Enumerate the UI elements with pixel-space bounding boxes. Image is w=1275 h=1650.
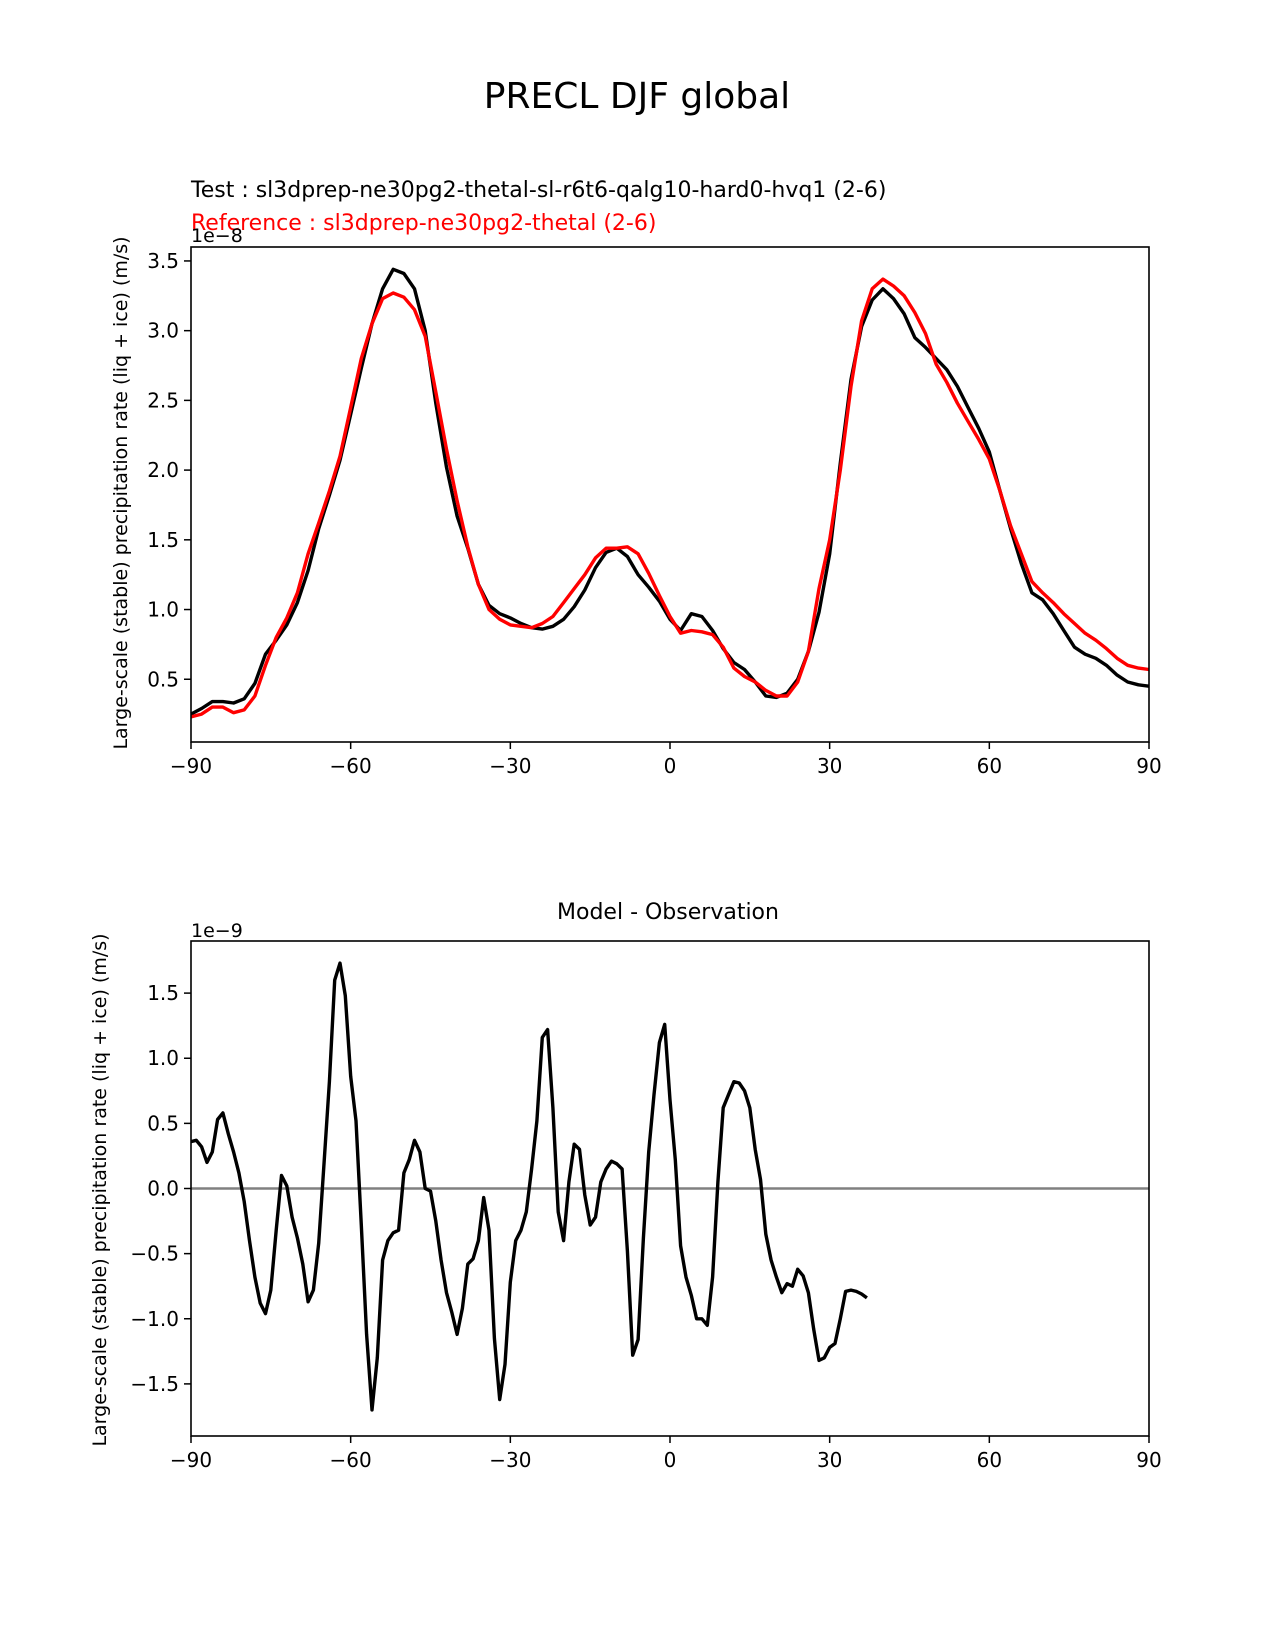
bottom-y-tick-label: −1.0 <box>130 1307 179 1331</box>
bottom-x-tick-label: −60 <box>330 1448 372 1472</box>
bottom-y-tick-label: 0.5 <box>147 1111 179 1135</box>
bottom-y-tick-label: 1.0 <box>147 1046 179 1070</box>
top-y-tick-label: 2.5 <box>147 388 179 412</box>
top-x-tick-label: −30 <box>489 754 531 778</box>
bottom-x-tick-label: −90 <box>170 1448 212 1472</box>
bottom-x-tick-label: −30 <box>489 1448 531 1472</box>
top-x-tick-label: −90 <box>170 754 212 778</box>
test-case-label: Test : sl3dprep-ne30pg2-thetal-sl-r6t6-q… <box>190 178 886 203</box>
bottom-chart: Model - Observation 1e−9 Large-scale (st… <box>89 900 1162 1472</box>
bottom-x-tick-label: 0 <box>664 1448 677 1472</box>
bottom-y-tick-label: −0.5 <box>130 1242 179 1266</box>
bottom-x-tick-label: 90 <box>1136 1448 1161 1472</box>
top-y-axis-label: Large-scale (stable) precipitation rate … <box>110 236 132 749</box>
top-y-tick-label: 2.0 <box>147 458 179 482</box>
top-y-tick-label: 1.0 <box>147 598 179 622</box>
reference-case-label: Reference : sl3dprep-ne30pg2-thetal (2-6… <box>191 211 656 236</box>
bottom-x-tick-label: 60 <box>977 1448 1002 1472</box>
top-y-tick-label: 1.5 <box>147 528 179 552</box>
top-x-tick-label: 30 <box>817 754 842 778</box>
bottom-y-tick-label: 1.5 <box>147 981 179 1005</box>
bottom-y-tick-label: −1.5 <box>130 1372 179 1396</box>
bottom-chart-title: Model - Observation <box>557 900 779 925</box>
bottom-series-line-1 <box>190 961 868 1412</box>
top-chart: Test : sl3dprep-ne30pg2-thetal-sl-r6t6-q… <box>110 178 1162 778</box>
top-series-line-2 <box>190 277 1150 719</box>
top-y-tick-label: 0.5 <box>147 667 179 691</box>
bottom-y-offset-label: 1e−9 <box>191 920 243 942</box>
bottom-x-tick-label: 30 <box>817 1448 842 1472</box>
top-plot-area: −90 −60 −30 0 30 60 90 0.5 1.0 1.5 2.0 2.5 3.0 3.5 <box>147 246 1162 778</box>
top-x-tick-label: −60 <box>330 754 372 778</box>
figure-title: PRECL DJF global <box>484 76 790 117</box>
bottom-y-tick-label: 0.0 <box>147 1177 179 1201</box>
top-y-tick-label: 3.5 <box>147 249 179 273</box>
top-y-offset-label: 1e−8 <box>191 225 243 247</box>
top-x-tick-label: 0 <box>664 754 677 778</box>
bottom-plot-area: −90 −60 −30 0 30 60 90 −1.5 −1.0 −0.5 0.0 0.5 1.0 1.5 <box>130 940 1162 1472</box>
bottom-y-axis-label: Large-scale (stable) precipitation rate … <box>89 933 111 1446</box>
top-x-tick-label: 60 <box>977 754 1002 778</box>
top-y-tick-label: 3.0 <box>147 319 179 343</box>
top-x-tick-label: 90 <box>1136 754 1161 778</box>
